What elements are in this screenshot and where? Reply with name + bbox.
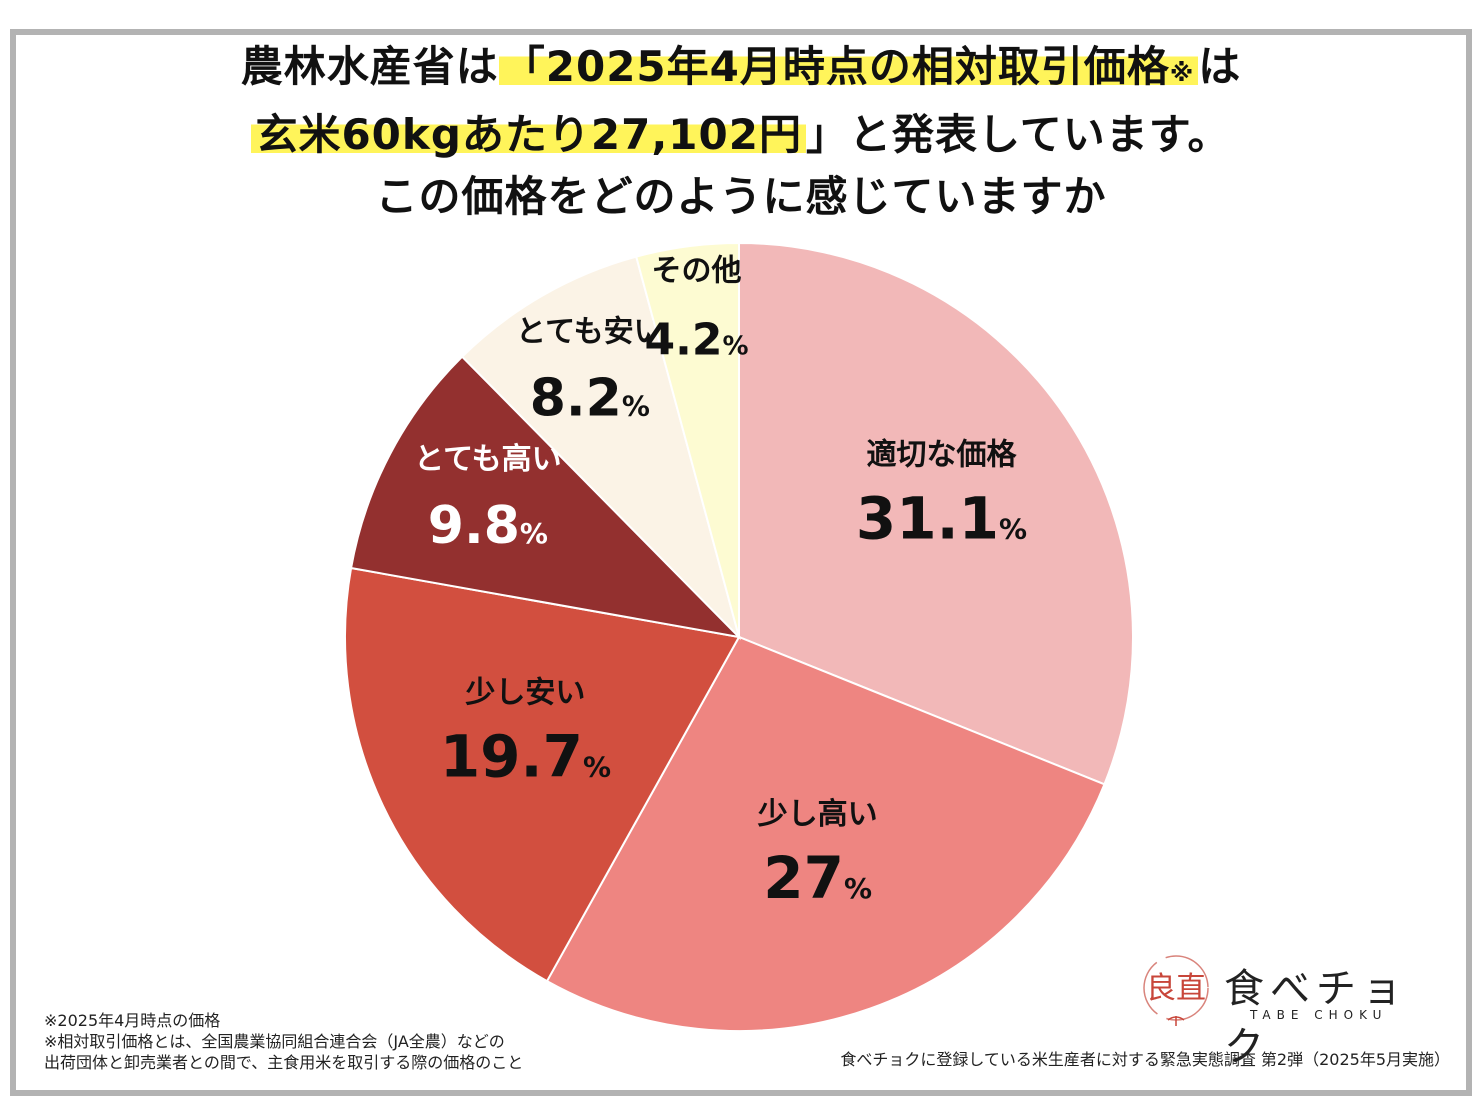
title-highlight-text: 玄米60kgあたり27,102円 bbox=[251, 110, 806, 159]
slice-value-label: 8.2% bbox=[530, 368, 650, 428]
slice-value: 31.1 bbox=[856, 484, 999, 552]
logo-mark-text: 良直 bbox=[1146, 971, 1206, 1006]
brand-logo: 良直 食べチョク TABE CHOKU bbox=[1138, 950, 1438, 1070]
title-line-1: 農林水産省は「2025年4月時点の相対取引価格※は bbox=[0, 36, 1482, 104]
slice-label-group: 少し安い 19.7% bbox=[440, 675, 611, 790]
footnote-line: ※2025年4月時点の価格 bbox=[44, 1011, 221, 1030]
pie-slice bbox=[738, 241, 1134, 786]
slice-label-group: とても高い 9.8% bbox=[414, 442, 562, 556]
slice-unit: % bbox=[583, 750, 611, 783]
slice-value-label: 19.7% bbox=[440, 722, 611, 790]
footnotes: ※2025年4月時点の価格 ※相対取引価格とは、全国農業協同組合連合会（JA全農… bbox=[44, 1010, 523, 1073]
pie-slice bbox=[545, 635, 1106, 1032]
chart-title: 農林水産省は「2025年4月時点の相対取引価格※は 玄米60kgあたり27,10… bbox=[0, 36, 1482, 228]
slice-unit: % bbox=[844, 872, 872, 905]
slice-unit: % bbox=[999, 512, 1027, 545]
slice-category-label: 適切な価格 bbox=[866, 437, 1017, 472]
slice-value-label: 4.2% bbox=[644, 315, 748, 366]
slice-category-label: 少し安い bbox=[465, 675, 585, 710]
footnote-line: ※相対取引価格とは、全国農業協同組合連合会（JA全農）などの bbox=[44, 1032, 505, 1051]
slice-value-label: 31.1% bbox=[856, 484, 1027, 552]
title-line-3: この価格をどのように感じていますか bbox=[375, 172, 1107, 221]
logo-subtitle: TABE CHOKU bbox=[1250, 1008, 1388, 1022]
title-text: 農林水産省は bbox=[240, 42, 499, 91]
slice-value: 8.2 bbox=[530, 368, 622, 428]
slice-label-group: その他 4.2% bbox=[644, 254, 748, 366]
slice-value-label: 9.8% bbox=[428, 496, 548, 556]
title-highlight-text: 「2025年4月時点の相対取引価格 bbox=[502, 42, 1170, 91]
slice-category-label: 少し高い bbox=[758, 797, 878, 832]
slice-unit: % bbox=[722, 332, 748, 362]
title-text: は bbox=[1198, 42, 1242, 91]
title-note-mark: ※ bbox=[1169, 59, 1195, 87]
slice-value: 4.2 bbox=[644, 315, 722, 366]
pie-slice bbox=[635, 241, 740, 638]
title-line-2: 玄米60kgあたり27,102円」と発表しています。 bbox=[0, 104, 1482, 166]
title-text: 」と発表しています。 bbox=[805, 110, 1231, 159]
source-note: 食べチョクに登録している米生産者に対する緊急実態調査 第2弾（2025年5月実施… bbox=[840, 1050, 1450, 1069]
pie-slice bbox=[344, 566, 741, 983]
slice-value: 9.8 bbox=[428, 496, 520, 556]
pie-slice bbox=[349, 355, 742, 639]
slice-label-group: とても安い 8.2% bbox=[516, 314, 664, 428]
slice-label-group: 適切な価格 31.1% bbox=[856, 437, 1027, 552]
slice-category-label: その他 bbox=[651, 254, 741, 289]
slice-category-label: とても高い bbox=[414, 442, 562, 477]
slice-value-label: 27% bbox=[763, 844, 872, 912]
slice-value: 27 bbox=[763, 844, 844, 912]
footnote-line: 出荷団体と卸売業者との間で、主食用米を取引する際の価格のこと bbox=[44, 1053, 524, 1072]
slice-unit: % bbox=[520, 517, 548, 550]
logo-name: 食べチョク bbox=[1224, 966, 1408, 1070]
slice-label-group: 少し高い 27% bbox=[758, 797, 878, 912]
slice-category-label: とても安い bbox=[516, 314, 664, 349]
slice-value: 19.7 bbox=[440, 722, 583, 790]
title-highlight: 「2025年4月時点の相対取引価格※ bbox=[498, 42, 1199, 91]
pie-slice bbox=[460, 255, 741, 641]
slice-unit: % bbox=[622, 389, 650, 422]
logo-mark-icon: 良直 bbox=[1143, 955, 1209, 1026]
